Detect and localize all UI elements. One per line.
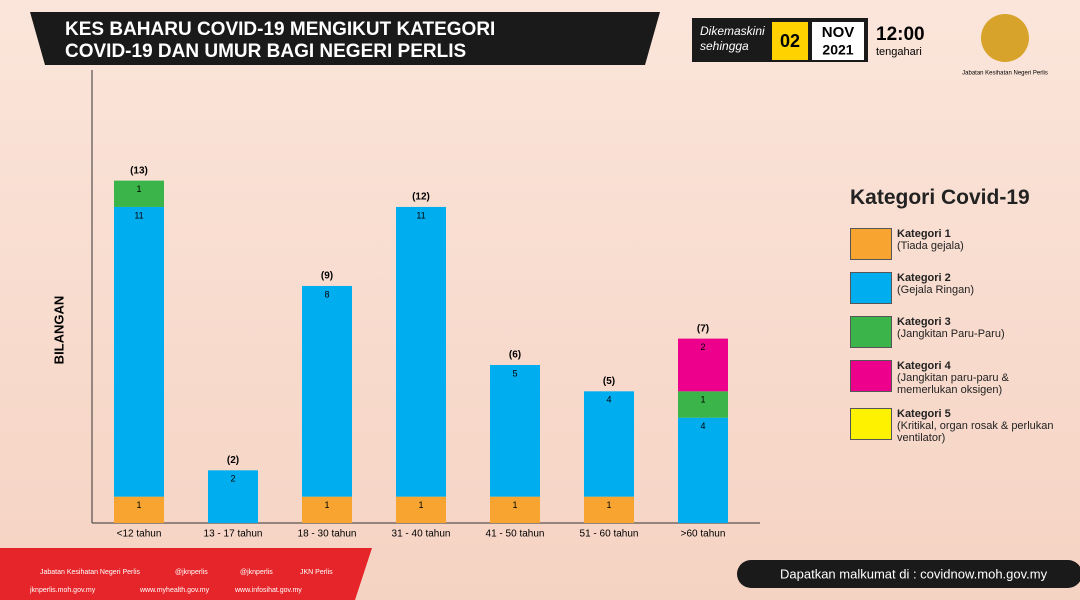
total-label: (12) bbox=[412, 192, 430, 203]
bar-segment bbox=[302, 496, 352, 523]
bar-segment bbox=[584, 496, 634, 523]
legend-item: Kategori 3 (Jangkitan Paru-Paru) bbox=[850, 316, 1070, 348]
legend-text: Kategori 2 (Gejala Ringan) bbox=[897, 272, 974, 304]
legend-title: Kategori Covid-19 bbox=[850, 186, 1030, 209]
legend-swatch bbox=[850, 272, 892, 304]
footer-banner bbox=[0, 548, 372, 600]
x-tick-label: <12 tahun bbox=[117, 529, 162, 540]
bar-segment bbox=[114, 206, 164, 497]
segment-label: 5 bbox=[512, 368, 517, 378]
x-tick-label: >60 tahun bbox=[681, 529, 726, 540]
info: Dapatkan malkumat di : covidnow.moh.gov.… bbox=[780, 566, 1048, 581]
segment-label: 8 bbox=[324, 289, 329, 299]
social-youtube: JKN Perlis bbox=[300, 569, 333, 576]
legend-swatch bbox=[850, 360, 892, 392]
total-label: (13) bbox=[130, 165, 148, 176]
social-instagram: @jknperlis bbox=[240, 569, 273, 576]
legend-name: Kategori 4 bbox=[897, 360, 951, 372]
updated-label: Dikemaskini bbox=[700, 24, 765, 38]
segment-label: 1 bbox=[136, 184, 141, 194]
total-label: (2) bbox=[227, 455, 239, 466]
legend-name: Kategori 2 bbox=[897, 272, 951, 284]
bar-segment bbox=[114, 180, 164, 207]
legend: Kategori Covid-19 Kategori 1 (Tiada gejal… bbox=[850, 186, 1070, 456]
segment-label: 1 bbox=[700, 395, 705, 405]
segment-label: 1 bbox=[324, 500, 329, 510]
legend-text: Kategori 4 (Jangkitan paru-paru & memerlu… bbox=[897, 360, 1070, 396]
legend-swatch bbox=[850, 228, 892, 260]
legend-swatch bbox=[850, 316, 892, 348]
agency: Jabatan Kesihatan Negeri Perlis bbox=[962, 71, 1048, 77]
segment-label: 2 bbox=[230, 474, 235, 484]
legend-item: Kategori 1 (Tiada gejala) bbox=[850, 228, 1070, 260]
legend-name: Kategori 5 bbox=[897, 408, 951, 420]
segment-label: 1 bbox=[418, 500, 423, 510]
month-box bbox=[812, 22, 864, 60]
day-box bbox=[772, 22, 808, 60]
legend-name: Kategori 3 bbox=[897, 316, 951, 328]
segment-label: 1 bbox=[512, 500, 517, 510]
legend-text: Kategori 1 (Tiada gejala) bbox=[897, 228, 964, 260]
x-tick-label: 13 - 17 tahun bbox=[204, 529, 263, 540]
time-period: tengahari bbox=[876, 46, 922, 58]
x-tick-label: 41 - 50 tahun bbox=[486, 529, 545, 540]
site: jknperlis.moh.gov.my bbox=[29, 587, 96, 594]
bar-segment bbox=[490, 496, 540, 523]
segment-label: 4 bbox=[700, 421, 705, 431]
legend-item: Kategori 2 (Gejala Ringan) bbox=[850, 272, 1070, 304]
legend-description: (Gejala Ringan) bbox=[897, 284, 975, 296]
bar-segment bbox=[302, 285, 352, 497]
legend-swatch bbox=[850, 408, 892, 440]
segment-label: 11 bbox=[134, 210, 143, 220]
legend-text: Kategori 3 (Jangkitan Paru-Paru) bbox=[897, 316, 1005, 348]
bar-segment bbox=[584, 391, 634, 497]
x-tick-label: 51 - 60 tahun bbox=[580, 529, 639, 540]
segment-label: 2 bbox=[700, 342, 705, 352]
legend-description: (Jangkitan Paru-Paru) bbox=[897, 328, 1005, 340]
legend-item: Kategori 4 (Jangkitan paru-paru & memerlu… bbox=[850, 360, 1070, 396]
total-label: (9) bbox=[321, 271, 333, 282]
social-facebook: Jabatan Kesihatan Negeri Perlis bbox=[40, 569, 141, 576]
total-label: (7) bbox=[697, 323, 709, 334]
segment-label: 1 bbox=[136, 500, 141, 510]
site: www.infosihat.gov.my bbox=[234, 587, 302, 594]
month: NOV bbox=[822, 24, 855, 41]
legend-name: Kategori 1 bbox=[897, 228, 951, 240]
legend-description: (Jangkitan paru-paru & memerlukan oksige… bbox=[897, 372, 1009, 396]
bar-segment bbox=[490, 364, 540, 497]
info-pill bbox=[737, 560, 1080, 588]
site: www.myhealth.gov.my bbox=[139, 587, 210, 594]
legend-description: (Kritikal, organ rosak & perlukan ventil… bbox=[897, 420, 1054, 444]
segment-label: 1 bbox=[606, 500, 611, 510]
bar-segment bbox=[114, 496, 164, 523]
social-twitter: @jknperlis bbox=[175, 569, 208, 576]
bar-segment bbox=[208, 470, 258, 523]
crest bbox=[981, 14, 1029, 62]
bar-segment bbox=[678, 391, 728, 418]
segment-label: 11 bbox=[416, 210, 425, 220]
x-tick-label: 18 - 30 tahun bbox=[298, 529, 357, 540]
legend-description: (Tiada gejala) bbox=[897, 240, 964, 252]
title: COVID-19 DAN UMUR BAGI NEGERI PERLIS bbox=[65, 41, 466, 62]
year: 2021 bbox=[822, 42, 853, 58]
bar-segment bbox=[678, 417, 728, 523]
title: KES BAHARU COVID-19 MENGIKUT KATEGORI bbox=[65, 19, 495, 40]
legend-text: Kategori 5 (Kritikal, organ rosak & perlu… bbox=[897, 408, 1070, 444]
total-label: (6) bbox=[509, 350, 521, 361]
x-tick-label: 31 - 40 tahun bbox=[392, 529, 451, 540]
time: 12:00 bbox=[876, 24, 925, 45]
y-axis-label: BILANGAN bbox=[51, 296, 66, 365]
bar-segment bbox=[678, 338, 728, 392]
day: 02 bbox=[780, 31, 800, 51]
total-label: (5) bbox=[603, 376, 615, 387]
bar-segment bbox=[396, 496, 446, 523]
title-banner bbox=[30, 12, 660, 65]
legend-item: Kategori 5 (Kritikal, organ rosak & perlu… bbox=[850, 408, 1070, 444]
bar-segment bbox=[396, 206, 446, 497]
updated-label: sehingga bbox=[700, 39, 749, 53]
segment-label: 4 bbox=[606, 395, 611, 405]
